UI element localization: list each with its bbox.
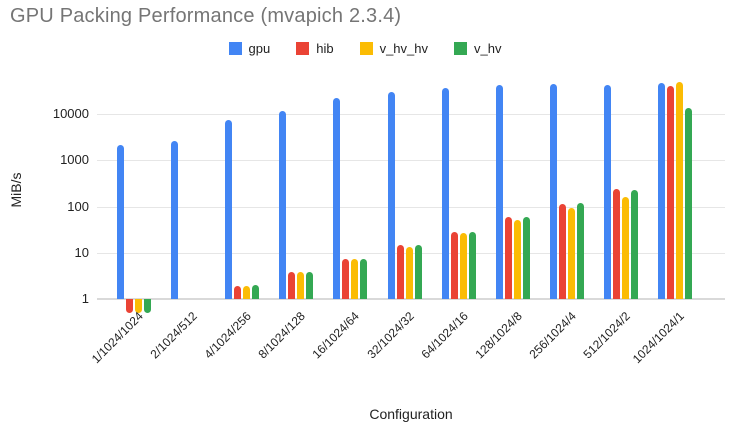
y-tick-label-10: 10 (74, 244, 89, 260)
bar-v_hv-64/1024/16[interactable] (468, 232, 476, 299)
bar-gpu-4/1024/256[interactable] (225, 119, 233, 299)
chart-title: GPU Packing Performance (mvapich 2.3.4) (10, 5, 402, 27)
y-tick-label-1: 1 (81, 291, 89, 306)
legend-label: hib (316, 41, 334, 56)
y-tick-label-100: 100 (67, 198, 89, 214)
y-axis-title: MiB/s (8, 172, 24, 208)
bar-v_hv_hv-4/1024/256[interactable] (243, 286, 251, 299)
legend-swatch-v_hv_hv (359, 42, 373, 55)
legend-label: v_hv_hv (379, 41, 428, 56)
bar-v_hv_hv-16/1024/64[interactable] (351, 259, 359, 299)
bar-v_hv-16/1024/64[interactable] (360, 258, 368, 299)
bar-gpu-2/1024/512[interactable] (171, 141, 179, 299)
bar-v_hv_hv-256/1024/4[interactable] (567, 207, 575, 299)
bar-hib-256/1024/4[interactable] (558, 204, 566, 299)
bar-hib-64/1024/16[interactable] (450, 232, 458, 299)
bar-v_hv-256/1024/4[interactable] (576, 203, 584, 299)
bar-v_hv_hv-1024/1024/1[interactable] (676, 82, 683, 299)
bar-gpu-256/1024/4[interactable] (549, 83, 557, 299)
bar-v_hv-4/1024/256[interactable] (252, 285, 260, 299)
bar-v_hv-512/1024/2[interactable] (630, 189, 638, 299)
legend-swatch-hib (296, 42, 310, 55)
bar-gpu-16/1024/64[interactable] (333, 98, 341, 299)
legend-item-gpu[interactable]: gpu (228, 41, 271, 56)
bar-gpu-1024/1024/1[interactable] (658, 82, 665, 299)
y-tick-label-1000: 1000 (60, 152, 89, 168)
legend-label: gpu (248, 41, 271, 56)
plot-area (97, 80, 725, 313)
legend-swatch-gpu (228, 42, 242, 55)
gridline-1000 (97, 160, 725, 162)
bar-gpu-512/1024/2[interactable] (603, 85, 611, 299)
x-axis-baseline (97, 298, 725, 300)
bar-hib-4/1024/256[interactable] (234, 286, 242, 299)
bar-gpu-32/1024/32[interactable] (387, 91, 395, 299)
bar-hib-512/1024/2[interactable] (612, 188, 620, 299)
bar-gpu-64/1024/16[interactable] (441, 88, 449, 299)
bar-v_hv-8/1024/128[interactable] (306, 271, 314, 299)
bar-v_hv_hv-32/1024/32[interactable] (405, 246, 413, 299)
gridline-10000 (97, 114, 725, 115)
bar-v_hv_hv-1/1024/1024[interactable] (135, 299, 142, 313)
bar-v_hv_hv-128/1024/8[interactable] (513, 219, 521, 299)
legend-swatch-v_hv (454, 42, 467, 55)
bar-hib-1024/1024/1[interactable] (667, 86, 674, 299)
legend-item-hib[interactable]: hib (296, 41, 334, 56)
bar-hib-128/1024/8[interactable] (504, 217, 512, 299)
x-axis-title: Configuration (369, 406, 453, 422)
legend-item-v_hv[interactable]: v_hv (454, 41, 501, 56)
bar-hib-16/1024/64[interactable] (342, 258, 350, 299)
bar-hib-32/1024/32[interactable] (396, 245, 404, 299)
bar-v_hv-1024/1024/1[interactable] (685, 107, 692, 299)
y-tick-label-10000: 10000 (52, 106, 89, 121)
bar-v_hv-32/1024/32[interactable] (414, 245, 422, 299)
bar-v_hv_hv-64/1024/16[interactable] (459, 232, 467, 299)
bar-gpu-128/1024/8[interactable] (495, 85, 503, 299)
legend: gpu hib v_hv_hv v_hv (0, 41, 730, 56)
legend-label: v_hv (474, 41, 502, 56)
bar-gpu-8/1024/128[interactable] (279, 111, 287, 299)
legend-item-v_hv_hv[interactable]: v_hv_hv (359, 41, 428, 56)
bar-gpu-1/1024/1024[interactable] (117, 145, 124, 299)
bar-hib-1/1024/1024[interactable] (126, 299, 133, 313)
bar-hib-8/1024/128[interactable] (288, 271, 296, 299)
bar-v_hv-128/1024/8[interactable] (522, 217, 530, 299)
bar-v_hv_hv-512/1024/2[interactable] (621, 197, 629, 299)
gridline-100 (97, 206, 725, 208)
bar-v_hv_hv-8/1024/128[interactable] (297, 272, 305, 299)
bar-v_hv-1/1024/1024[interactable] (144, 299, 151, 313)
